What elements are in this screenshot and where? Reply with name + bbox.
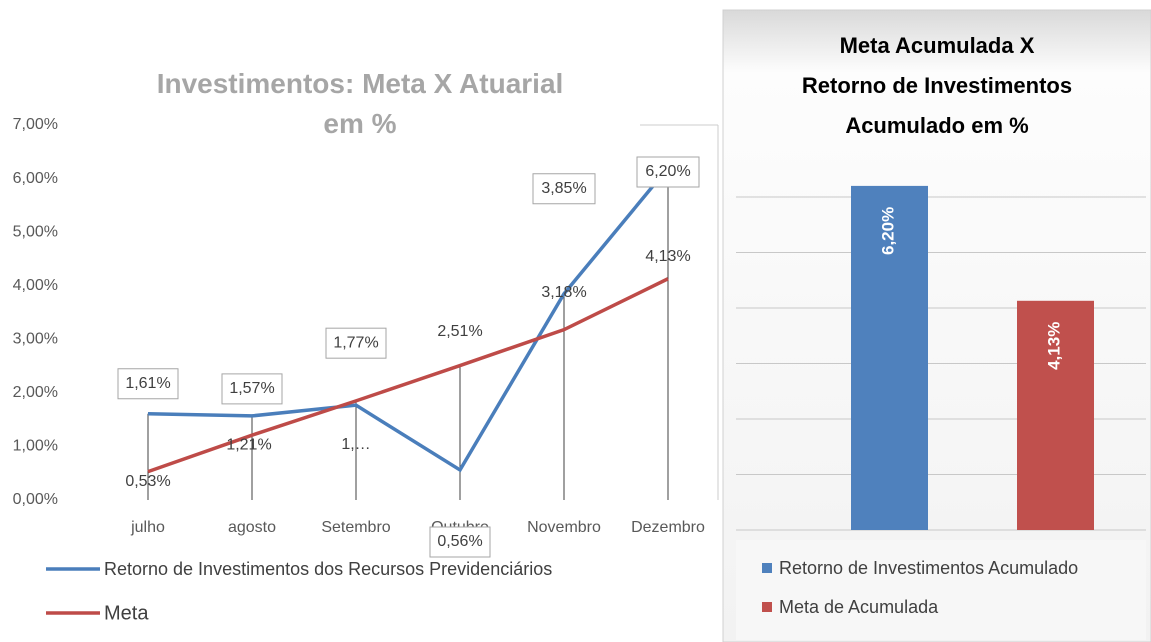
data-label: 3,18% <box>541 284 586 301</box>
x-tick-label: Novembro <box>527 519 601 536</box>
data-label: 6,20% <box>878 207 897 255</box>
data-label: 6,20% <box>645 163 690 180</box>
legend-label: Meta <box>104 602 149 624</box>
data-label: 1,… <box>341 436 370 453</box>
x-tick-label: Dezembro <box>631 519 705 536</box>
label-box <box>221 373 283 405</box>
data-label: 1,57% <box>229 380 274 397</box>
series-line <box>147 277 669 474</box>
y-tick-label: 7,00% <box>13 116 58 133</box>
legend-label: Meta de Acumulada <box>779 597 939 617</box>
label-box <box>117 368 179 400</box>
data-label: 1,21% <box>226 436 271 453</box>
data-label: 1,77% <box>333 334 378 351</box>
data-label: 1,61% <box>125 375 170 392</box>
data-label: 0,53% <box>125 473 170 490</box>
data-label: 4,13% <box>645 248 690 265</box>
data-label: 2,51% <box>437 323 482 340</box>
y-tick-label: 1,00% <box>13 438 58 455</box>
label-box <box>429 526 491 558</box>
legend-swatch <box>762 602 772 612</box>
x-tick-label: julho <box>130 519 165 536</box>
data-label: 3,85% <box>541 180 586 197</box>
y-tick-label: 4,00% <box>13 277 58 294</box>
label-box <box>636 156 700 188</box>
y-tick-label: 5,00% <box>13 223 58 240</box>
legend-label: Retorno de Investimentos Acumulado <box>779 558 1078 578</box>
bar <box>1017 300 1094 530</box>
legend-swatch <box>762 563 772 573</box>
x-tick-label: Setembro <box>321 519 390 536</box>
data-label: 0,56% <box>437 533 482 550</box>
label-box <box>532 173 596 205</box>
bar <box>851 185 928 530</box>
legend-label: Retorno de Investimentos dos Recursos Pr… <box>104 559 552 579</box>
series-line <box>147 166 670 473</box>
chart-title: Investimentos: Meta X Atuarial em % <box>157 68 564 139</box>
y-tick-label: 3,00% <box>13 331 58 348</box>
chart-title: Meta Acumulada X Retorno de Investimentos… <box>802 33 1072 138</box>
y-tick-label: 2,00% <box>13 384 58 401</box>
x-tick-label: agosto <box>228 519 276 536</box>
label-box <box>325 327 387 359</box>
y-tick-label: 0,00% <box>13 491 58 508</box>
legend-panel <box>736 540 1146 640</box>
y-tick-label: 6,00% <box>13 170 58 187</box>
data-label: 4,13% <box>1044 322 1063 370</box>
